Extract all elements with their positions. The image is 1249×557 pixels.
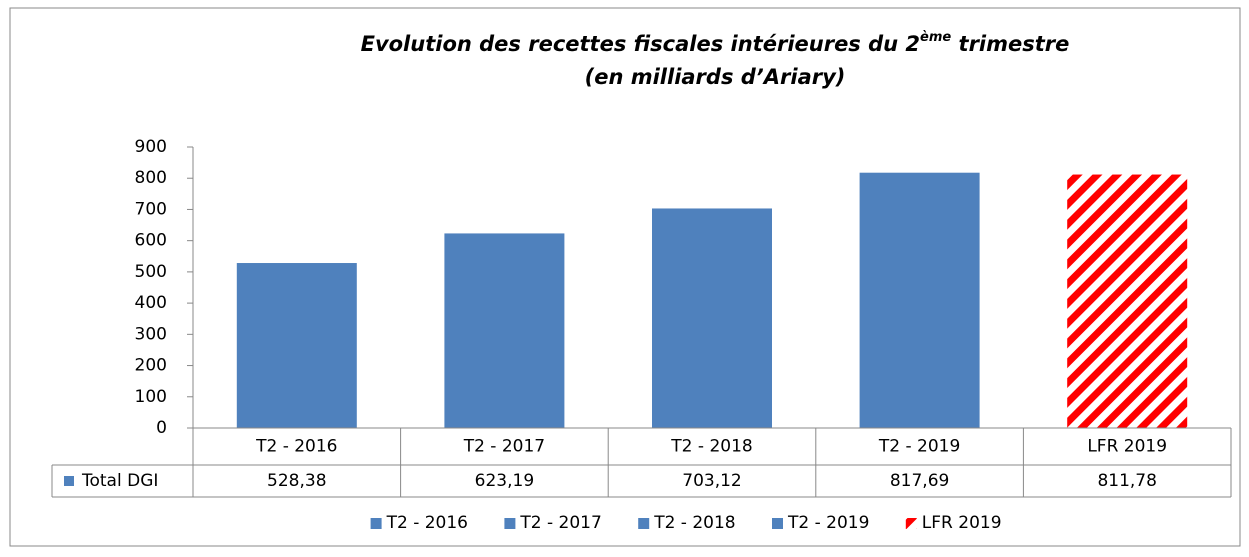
y-tick-label: 600 [135, 231, 167, 251]
legend-label: T2 - 2016 [386, 513, 468, 533]
bar [859, 172, 980, 428]
y-tick-label: 700 [135, 199, 167, 219]
legend-key [638, 518, 650, 529]
table-value: 703,12 [682, 471, 741, 491]
x-tick-label: T2 - 2016 [255, 437, 337, 457]
y-tick-label: 100 [135, 387, 167, 407]
y-tick-label: 800 [135, 168, 167, 188]
chart-title: Evolution des recettes fiscales intérieu… [361, 30, 1070, 57]
legend-key [504, 518, 516, 529]
legend-label: T2 - 2017 [519, 513, 601, 533]
x-tick-label: T2 - 2019 [878, 437, 960, 457]
title-superscript: ème [920, 30, 951, 45]
x-tick-label: T2 - 2018 [670, 437, 752, 457]
y-tick-label: 900 [135, 137, 167, 157]
table-value: 811,78 [1097, 471, 1156, 491]
legend-label: T2 - 2019 [787, 513, 869, 533]
bar [652, 208, 772, 428]
y-tick-label: 0 [156, 418, 167, 438]
chart-subtitle: (en milliards d’Ariary) [585, 65, 846, 89]
y-tick-label: 200 [135, 356, 167, 376]
y-tick-label: 300 [135, 324, 167, 344]
bar [1067, 174, 1188, 428]
table-series-name: Total DGI [81, 471, 158, 491]
table-legend-key [64, 476, 74, 486]
chart-border [9, 7, 1241, 547]
title-part: Evolution des recettes fiscales intérieu… [361, 32, 920, 56]
legend-key [905, 518, 917, 529]
title-part: trimestre [951, 32, 1069, 56]
bar [444, 233, 565, 428]
x-tick-label: T2 - 2017 [463, 437, 545, 457]
legend-key [772, 518, 783, 529]
table-value: 623,19 [475, 471, 534, 491]
x-tick-label: LFR 2019 [1087, 437, 1167, 457]
legend-label: T2 - 2018 [653, 513, 735, 533]
bar [236, 263, 357, 428]
legend-label: LFR 2019 [922, 513, 1002, 533]
table-value: 528,38 [267, 471, 326, 491]
legend-key [370, 518, 382, 529]
table-value: 817,69 [890, 471, 949, 491]
y-tick-label: 500 [135, 262, 167, 282]
y-tick-label: 400 [135, 293, 167, 313]
